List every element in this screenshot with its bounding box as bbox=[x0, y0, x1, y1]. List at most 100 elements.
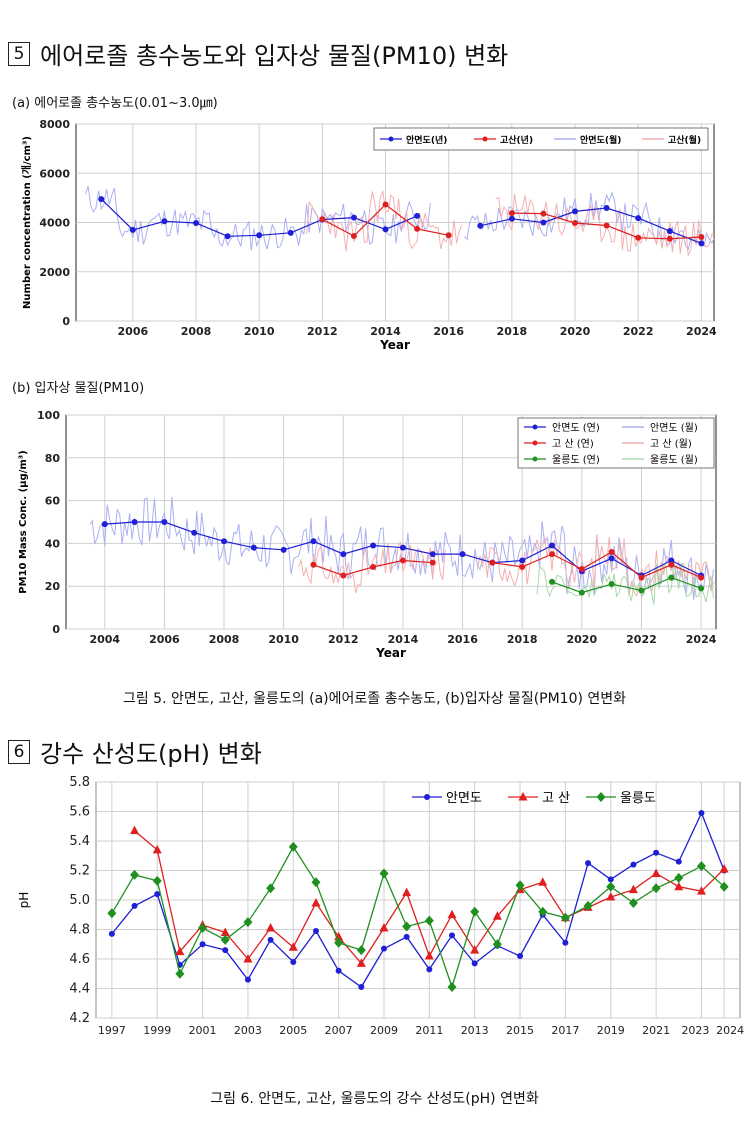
data-point bbox=[538, 877, 548, 886]
data-point bbox=[578, 566, 585, 573]
data-point bbox=[517, 953, 524, 960]
data-point bbox=[130, 825, 140, 835]
y-axis-label: pH bbox=[17, 892, 31, 909]
data-point bbox=[674, 872, 684, 883]
data-point bbox=[666, 235, 673, 242]
data-point bbox=[583, 900, 593, 911]
legend-marker bbox=[518, 792, 528, 801]
data-point bbox=[380, 945, 387, 952]
y-tick-label: 4.6 bbox=[69, 952, 90, 967]
data-point bbox=[607, 876, 614, 883]
y-tick-label: 100 bbox=[37, 409, 60, 422]
data-point bbox=[287, 229, 294, 236]
monthly-line-anmyeon bbox=[464, 191, 714, 252]
y-tick-label: 8000 bbox=[39, 118, 70, 131]
monthly-line-gosan bbox=[306, 189, 463, 252]
data-point bbox=[250, 544, 257, 551]
data-point bbox=[429, 559, 436, 566]
data-point bbox=[379, 868, 389, 879]
data-point bbox=[562, 939, 569, 946]
data-point bbox=[635, 215, 642, 222]
chart-c-ph: 1997 1999 2001 2003 2005 2007 2009 2011 2013 2015… bbox=[17, 775, 744, 1037]
data-point bbox=[674, 881, 684, 891]
legend-marker bbox=[424, 794, 430, 800]
data-point bbox=[698, 585, 705, 592]
data-point bbox=[340, 572, 347, 579]
data-point bbox=[130, 869, 140, 880]
y-tick-label: 0 bbox=[62, 315, 70, 328]
data-point bbox=[519, 557, 526, 564]
data-point bbox=[311, 897, 321, 907]
x-tick-label: 1997 bbox=[98, 1024, 126, 1037]
figure6-caption: 그림 6. 안면도, 고산, 울릉도의 강수 산성도(pH) 연변화 bbox=[210, 1091, 539, 1107]
data-point bbox=[668, 574, 675, 581]
y-axis-label: Number concentration (개/cm³) bbox=[20, 136, 33, 309]
data-point bbox=[224, 233, 231, 240]
data-point bbox=[108, 930, 115, 937]
data-point bbox=[572, 219, 579, 226]
data-point bbox=[549, 542, 556, 549]
data-point bbox=[101, 521, 108, 528]
data-point bbox=[403, 933, 410, 940]
data-point bbox=[350, 214, 357, 221]
x-tick-label: 2022 bbox=[626, 633, 657, 646]
data-point bbox=[675, 858, 682, 865]
x-tick-label: 2024 bbox=[716, 1024, 744, 1037]
data-point bbox=[515, 880, 525, 891]
legend-label: 안면도 (월) bbox=[650, 422, 698, 434]
data-point bbox=[280, 546, 287, 553]
data-point bbox=[267, 936, 274, 943]
data-point bbox=[243, 917, 253, 928]
data-point bbox=[399, 544, 406, 551]
data-point bbox=[603, 222, 610, 229]
y-tick-label: 6000 bbox=[39, 167, 70, 180]
x-tick-label: 2004 bbox=[89, 633, 120, 646]
x-tick-label: 2016 bbox=[433, 325, 464, 338]
x-tick-label: 2019 bbox=[597, 1024, 625, 1037]
data-point bbox=[630, 861, 637, 868]
x-tick-label: 2003 bbox=[234, 1024, 262, 1037]
x-tick-label: 2014 bbox=[370, 325, 401, 338]
data-point bbox=[698, 240, 705, 247]
x-tick-label: 2011 bbox=[415, 1024, 443, 1037]
data-point bbox=[508, 215, 515, 222]
data-point bbox=[608, 555, 615, 562]
x-tick-label: 2024 bbox=[686, 325, 717, 338]
plot-area bbox=[89, 497, 714, 605]
data-point bbox=[492, 911, 502, 920]
data-point bbox=[310, 538, 317, 545]
data-point bbox=[572, 208, 579, 215]
data-point bbox=[578, 589, 585, 596]
data-point bbox=[152, 875, 162, 886]
data-point bbox=[628, 897, 638, 908]
legend-label: 고 산 (연) bbox=[552, 438, 594, 450]
data-point bbox=[98, 196, 105, 203]
legend-label: 울릉도 (월) bbox=[650, 454, 698, 466]
data-point bbox=[628, 884, 638, 894]
data-point bbox=[358, 984, 365, 991]
legend-marker bbox=[532, 456, 538, 462]
data-point bbox=[191, 529, 198, 536]
data-point bbox=[519, 563, 526, 570]
data-point bbox=[161, 519, 168, 525]
data-point bbox=[290, 958, 297, 965]
data-point bbox=[445, 232, 452, 239]
y-tick-label: 5.2 bbox=[69, 864, 90, 879]
y-tick-label: 0 bbox=[52, 623, 60, 636]
x-tick-label: 2012 bbox=[328, 633, 359, 646]
data-point bbox=[414, 225, 421, 232]
data-point bbox=[477, 222, 484, 229]
x-tick-label: 2014 bbox=[388, 633, 419, 646]
x-tick-label: 2008 bbox=[209, 633, 240, 646]
data-point bbox=[370, 542, 377, 549]
x-tick-label: 2007 bbox=[325, 1024, 353, 1037]
data-point bbox=[356, 958, 366, 967]
legend-label: 안면도(월) bbox=[580, 134, 621, 146]
x-tick-label: 2012 bbox=[307, 325, 338, 338]
data-point bbox=[288, 841, 298, 852]
series-1 bbox=[130, 825, 729, 967]
series-line bbox=[111, 811, 725, 988]
data-point bbox=[335, 967, 342, 974]
plot-area bbox=[85, 186, 714, 256]
y-tick-label: 60 bbox=[45, 495, 61, 508]
